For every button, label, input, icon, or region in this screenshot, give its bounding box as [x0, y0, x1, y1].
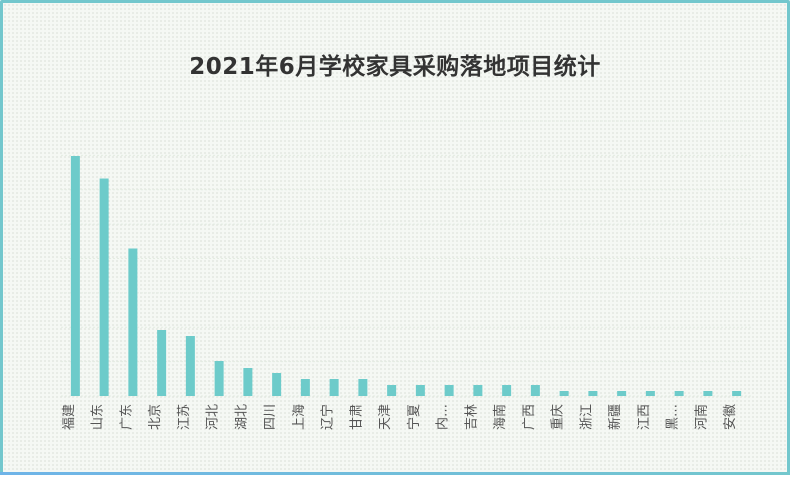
- bar: [674, 391, 684, 396]
- bar: [444, 385, 454, 396]
- bar: [329, 379, 339, 396]
- category-label: 黑…: [666, 404, 681, 430]
- category-labels: 福建 山东 广东 北京 江苏 河北 湖北 四川 上海 辽宁 甘肃 天津 宁夏 内… 吉林 海南 广西 重庆 浙江 新疆…: [62, 404, 738, 430]
- category-label: 河南: [693, 404, 709, 430]
- bar: [300, 379, 310, 396]
- chart-title: 2021年6月学校家具采购落地项目统计: [189, 54, 601, 80]
- category-label: 山东: [91, 404, 106, 430]
- category-label: 辽宁: [320, 404, 336, 430]
- category-label: 新疆: [607, 404, 623, 430]
- category-label: 安徽: [723, 404, 738, 430]
- category-label: 天津: [378, 404, 393, 430]
- category-label: 福建: [62, 404, 77, 430]
- bar: [645, 391, 655, 396]
- bar: [617, 391, 627, 396]
- bar: [732, 391, 742, 396]
- bar: [473, 385, 483, 396]
- category-label: 上海: [292, 404, 307, 430]
- category-label: 广西: [522, 404, 537, 430]
- category-label: 宁夏: [406, 404, 422, 430]
- bar: [358, 379, 368, 396]
- bar: [502, 385, 512, 396]
- category-label: 四川: [263, 404, 278, 430]
- category-label: 内…: [435, 404, 451, 430]
- bar: [387, 385, 397, 396]
- category-label: 浙江: [579, 404, 594, 430]
- category-label: 河北: [206, 404, 221, 430]
- category-label: 吉林: [464, 404, 479, 430]
- category-label: 甘肃: [349, 404, 364, 430]
- category-label: 湖北: [234, 404, 249, 430]
- bar: [703, 391, 713, 396]
- bar: [214, 361, 224, 396]
- bar: [415, 385, 425, 396]
- bar: [272, 373, 282, 396]
- bar: [559, 391, 569, 396]
- bars: [70, 156, 742, 396]
- bar: [243, 368, 253, 396]
- category-label: 重庆: [550, 404, 566, 430]
- category-label: 江西: [637, 404, 652, 430]
- category-label: 海南: [492, 404, 508, 430]
- category-label: 北京: [148, 404, 163, 430]
- bar: [157, 330, 167, 396]
- bar: [70, 156, 80, 396]
- bar: [128, 248, 138, 396]
- bar-chart: 福建 山东 广东 北京 江苏 河北 湖北 四川 上海 辽宁 甘肃 天津 宁夏 内… 吉林 海南 广西 重庆 浙江 新疆…: [61, 120, 751, 430]
- bar: [99, 178, 109, 396]
- category-label: 江苏: [176, 404, 192, 430]
- bar: [530, 385, 540, 396]
- category-label: 广东: [119, 404, 134, 430]
- bar: [588, 391, 598, 396]
- bar: [185, 336, 195, 396]
- grid-lines: [61, 120, 751, 397]
